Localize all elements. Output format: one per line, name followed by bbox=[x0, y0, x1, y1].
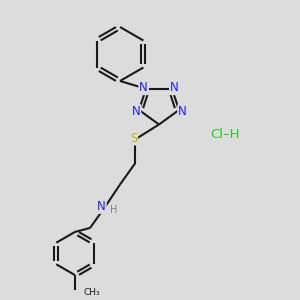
Text: H: H bbox=[110, 205, 117, 215]
Text: N: N bbox=[132, 105, 140, 118]
Text: N: N bbox=[139, 81, 148, 94]
Text: CH₃: CH₃ bbox=[83, 288, 100, 297]
Text: S: S bbox=[130, 131, 137, 145]
Text: N: N bbox=[97, 200, 106, 213]
Text: Cl–H: Cl–H bbox=[210, 128, 240, 142]
Text: N: N bbox=[170, 81, 179, 94]
Text: N: N bbox=[178, 105, 187, 118]
